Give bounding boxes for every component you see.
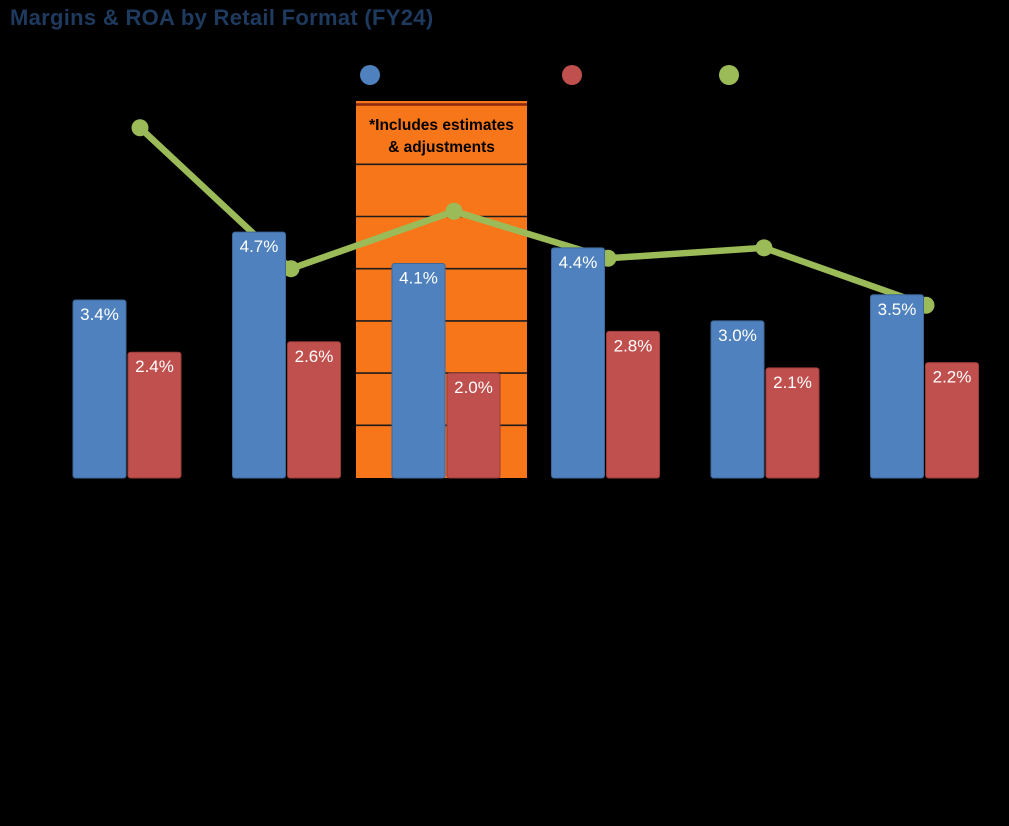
blue-bar-2: [391, 262, 446, 479]
blue-bar-label-2: 4.1%: [399, 268, 438, 287]
blue-bar-label-1: 4.7%: [240, 237, 279, 256]
blue-bar-3: [551, 247, 605, 479]
red-bar-label-4: 2.1%: [773, 373, 812, 392]
blue-bar-label-3: 4.4%: [559, 253, 598, 272]
line-marker-1: [282, 260, 300, 278]
red-bar-4: [765, 367, 820, 479]
red-bar-series-legend-dot-icon: [562, 65, 582, 85]
callout-line-2: & adjustments: [388, 139, 495, 156]
red-bar-label-0: 2.4%: [135, 357, 174, 376]
chart-title: Margins & ROA by Retail Format (FY24): [10, 5, 434, 30]
blue-bar-series-legend-dot-icon: [360, 65, 380, 85]
blue-bar-label-0: 3.4%: [80, 305, 119, 324]
red-bar-0: [127, 351, 182, 479]
highlight-top-border: [356, 103, 527, 106]
line-marker-2: [445, 202, 463, 220]
green-line-series-legend-dot-icon: [719, 65, 739, 85]
blue-bar-4: [710, 320, 765, 479]
red-bar-3: [606, 330, 660, 479]
legend-item-blue-bar-series: [360, 65, 388, 85]
callout-line-1: *Includes estimates: [369, 117, 514, 134]
blue-bar-0: [72, 299, 127, 479]
blue-bar-1: [232, 231, 286, 479]
red-bar-label-1: 2.6%: [295, 347, 334, 366]
line-marker-0: [131, 119, 149, 137]
red-bar-5: [925, 362, 979, 479]
estimates-callout: *Includes estimates & adjustments: [356, 101, 527, 159]
legend-item-green-line-series: [719, 65, 747, 85]
line-marker-4: [755, 239, 773, 257]
red-bar-label-3: 2.8%: [614, 336, 653, 355]
red-bar-label-5: 2.2%: [933, 368, 972, 387]
blue-bar-label-4: 3.0%: [718, 326, 757, 345]
red-bar-2: [446, 372, 501, 479]
legend-item-red-bar-series: [562, 65, 590, 85]
red-bar-label-2: 2.0%: [454, 378, 493, 397]
blue-bar-5: [870, 294, 924, 479]
red-bar-1: [287, 341, 341, 479]
blue-bar-label-5: 3.5%: [878, 300, 917, 319]
